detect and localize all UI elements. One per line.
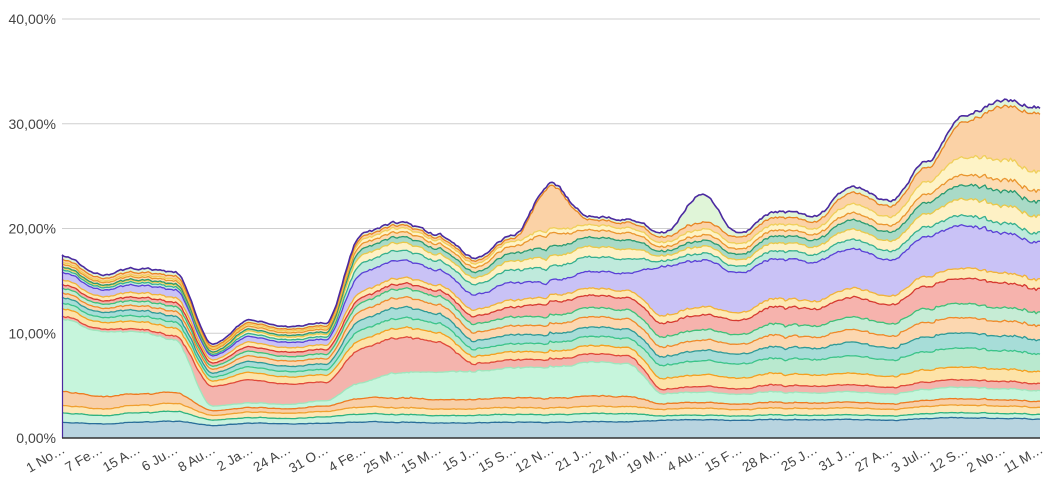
line-series-5 <box>61 318 1041 407</box>
x-tick-label: 15 F… <box>702 442 745 475</box>
line-series-2 <box>61 410 1041 421</box>
line-series-20 <box>61 104 1041 348</box>
area-series-18 <box>62 174 1040 353</box>
y-tick-label: 30,00% <box>9 116 56 132</box>
x-tick-label: 1 No… <box>24 442 68 476</box>
x-tick-label: 4 Au… <box>664 442 707 475</box>
x-tick-label: 15 M… <box>398 442 443 477</box>
line-series-8 <box>61 302 1041 378</box>
line-series-16 <box>61 197 1041 354</box>
y-tick-label: 10,00% <box>9 325 56 341</box>
line-series-7 <box>61 307 1041 382</box>
series-lines <box>61 98 1041 438</box>
x-tick-label: 15 J… <box>440 442 481 475</box>
line-series-13 <box>61 267 1041 361</box>
line-series-21 <box>61 98 1041 346</box>
area-series-10 <box>62 292 1040 374</box>
area-series-15 <box>62 214 1040 356</box>
line-series-14 <box>61 224 1040 357</box>
x-tick-label: 3 Jul… <box>889 442 933 476</box>
area-series-19 <box>62 155 1040 350</box>
x-tick-label: 12 N… <box>513 442 557 476</box>
line-series-19 <box>61 154 1041 349</box>
area-series-5 <box>62 318 1040 411</box>
area-series-12 <box>62 278 1040 367</box>
area-series-3 <box>62 403 1040 421</box>
x-tick-label: 31 J… <box>816 442 857 475</box>
x-tick-label: 21 J… <box>553 442 594 475</box>
area-series-6 <box>62 315 1040 407</box>
line-series-10 <box>61 291 1041 371</box>
x-tick-label: 2 No… <box>964 442 1008 476</box>
line-series-12 <box>61 277 1040 364</box>
line-series-3 <box>61 402 1040 417</box>
x-tick-label: 28 A… <box>740 442 783 475</box>
x-tick-label: 6 Ju… <box>139 442 180 475</box>
line-series-15 <box>61 214 1041 356</box>
x-tick-label: 7 Fe… <box>63 442 106 475</box>
x-tick-label: 27 A… <box>852 442 895 475</box>
x-tick-label: 12 S… <box>927 442 970 476</box>
area-series-4 <box>62 391 1040 416</box>
x-tick-label: 4 Fe… <box>326 442 369 475</box>
x-tick-label: 22 M… <box>587 442 632 477</box>
y-tick-label: 40,00% <box>9 11 56 27</box>
x-tick-label: 8 Au… <box>175 442 218 475</box>
x-tick-label: 24 A… <box>251 442 294 475</box>
x-tick-label: 19 M… <box>624 442 669 477</box>
area-series-11 <box>62 287 1040 370</box>
area-series-14 <box>62 224 1040 361</box>
area-series-17 <box>62 184 1040 353</box>
x-tick-label: 15 A… <box>100 442 143 475</box>
line-series-17 <box>61 183 1041 353</box>
line-series-11 <box>61 287 1041 368</box>
y-tick-label: 0,00% <box>16 430 56 446</box>
x-tick-label: 31 O… <box>286 442 331 476</box>
series-areas <box>62 99 1040 438</box>
x-tick-label: 25 M… <box>361 442 406 477</box>
area-series-16 <box>62 198 1040 355</box>
line-series-18 <box>61 173 1041 351</box>
x-tick-label: 25 J… <box>779 442 820 475</box>
area-series-1 <box>62 417 1040 438</box>
x-tick-label: 15 S… <box>476 442 519 476</box>
line-series-9 <box>61 296 1041 375</box>
x-tick-label: 11 M… <box>1001 442 1045 476</box>
line-series-1 <box>61 416 1041 427</box>
line-series-6 <box>61 315 1041 391</box>
area-series-20 <box>62 105 1040 349</box>
line-series-4 <box>61 390 1041 412</box>
y-tick-label: 20,00% <box>9 221 56 237</box>
x-tick-label: 2 Ja… <box>214 442 255 475</box>
area-series-13 <box>62 267 1040 364</box>
area-series-9 <box>62 297 1040 378</box>
